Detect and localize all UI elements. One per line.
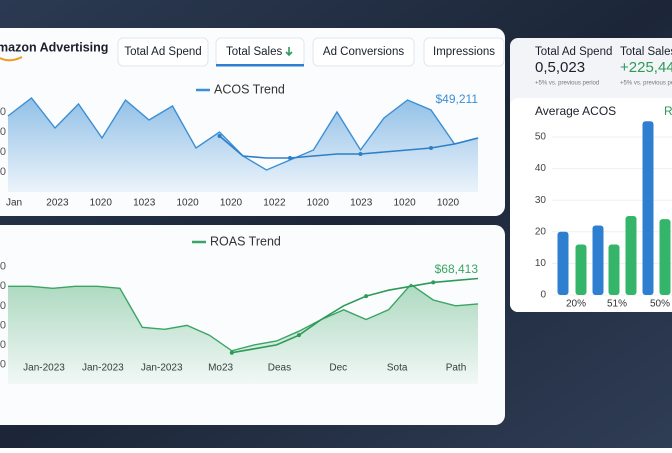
y-tick-label: 20 bbox=[0, 146, 6, 158]
y-tick-label: 0 bbox=[540, 290, 546, 301]
y-tick-label: 10 bbox=[535, 258, 547, 269]
line bbox=[231, 277, 479, 354]
kpi-note: +5% vs. previous period bbox=[535, 81, 599, 87]
kpi-label: Total Sales bbox=[620, 46, 672, 58]
y-tick-label: 50 bbox=[535, 132, 547, 143]
x-tick-label: 1020 bbox=[220, 198, 243, 209]
brand-smile bbox=[0, 56, 23, 62]
x-tick-label: 1023 bbox=[350, 198, 373, 209]
tab-label[interactable]: Impressions bbox=[433, 46, 495, 58]
point bbox=[364, 294, 369, 299]
point bbox=[229, 350, 234, 355]
x-tick-label: 20% bbox=[566, 299, 586, 310]
chart-subtitle: R bbox=[664, 104, 672, 118]
brand: Amazon Advertising bbox=[0, 40, 108, 54]
x-tick-label: 1020 bbox=[437, 198, 460, 209]
chart-title: ROAS Trend bbox=[210, 234, 281, 248]
tab-underline bbox=[216, 64, 304, 67]
bar bbox=[642, 121, 654, 295]
annotation: $68,413 bbox=[435, 262, 479, 276]
tab[interactable] bbox=[312, 37, 415, 67]
line bbox=[218, 135, 479, 159]
y-tick-label: 20 bbox=[535, 226, 547, 237]
point bbox=[288, 156, 292, 160]
point bbox=[358, 152, 363, 156]
point bbox=[431, 280, 436, 285]
y-tick-label: 30 bbox=[535, 195, 547, 206]
area bbox=[8, 98, 478, 192]
point bbox=[296, 333, 301, 338]
y-tick-label: 60 bbox=[0, 261, 6, 273]
x-tick-label: 1020 bbox=[393, 198, 416, 209]
kpi-value: 0,5,023 bbox=[535, 59, 585, 76]
bar bbox=[625, 216, 637, 295]
kpi-value: +225,44 bbox=[620, 59, 672, 76]
y-tick-label: 20 bbox=[0, 339, 6, 351]
y-tick-label: 30 bbox=[0, 319, 6, 331]
x-tick-label: 50% bbox=[650, 299, 670, 310]
kpi-label: Total Ad Spend bbox=[535, 46, 612, 58]
tab[interactable] bbox=[117, 37, 209, 67]
x-tick-label: 51% bbox=[607, 299, 627, 310]
annotation: $49,211 bbox=[436, 92, 479, 106]
bar bbox=[608, 244, 620, 295]
y-tick-label: 10 bbox=[0, 166, 6, 178]
x-tick-label: 1022 bbox=[263, 198, 286, 209]
x-tick-label: 1020 bbox=[90, 198, 113, 209]
area bbox=[8, 284, 478, 384]
x-tick-label: 2023 bbox=[46, 198, 69, 209]
y-tick-label: 50 bbox=[0, 280, 6, 292]
x-tick-label: 1023 bbox=[133, 198, 156, 209]
tab-label[interactable]: Ad Conversions bbox=[323, 46, 404, 58]
y-tick-label: 30 bbox=[0, 126, 6, 138]
bar bbox=[659, 219, 671, 295]
tab[interactable] bbox=[423, 37, 505, 67]
tab-label[interactable]: Total Ad Spend bbox=[124, 46, 201, 58]
x-tick-label: 1020 bbox=[307, 198, 330, 209]
y-tick-label: 40 bbox=[535, 163, 547, 174]
bar bbox=[557, 231, 569, 295]
bar bbox=[575, 244, 587, 295]
y-tick-label: 40 bbox=[0, 300, 6, 312]
kpi-note: +5% vs. previous period bbox=[620, 81, 672, 87]
chart-title: Average ACOS bbox=[535, 104, 616, 118]
point bbox=[429, 146, 433, 150]
tab-label[interactable]: Total Sales bbox=[226, 46, 283, 58]
x-tick-label: 1020 bbox=[176, 198, 199, 209]
x-tick-label: Jan bbox=[6, 198, 22, 209]
y-tick-label: 40 bbox=[0, 106, 6, 118]
sort-icon bbox=[285, 47, 293, 57]
chart-title: ACOS Trend bbox=[214, 82, 285, 96]
line bbox=[8, 283, 479, 352]
y-tick-label: 10 bbox=[0, 358, 6, 370]
point bbox=[217, 134, 222, 138]
bar bbox=[592, 225, 604, 295]
